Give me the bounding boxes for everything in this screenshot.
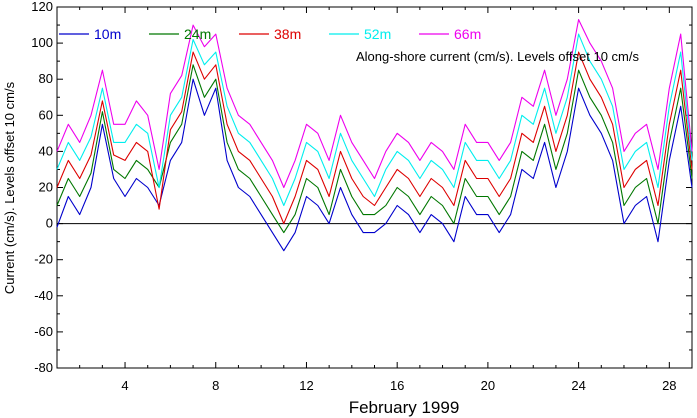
y-tick-label: 80: [39, 71, 53, 86]
legend: 10m 24m 38m 52m 66m: [59, 26, 481, 42]
x-tick-label: 28: [662, 378, 676, 393]
x-tick-label: 16: [390, 378, 404, 393]
legend-label-38m: 38m: [274, 26, 301, 42]
x-tick-label: 20: [481, 378, 495, 393]
legend-label-24m: 24m: [184, 26, 211, 42]
x-tick-label: 12: [299, 378, 313, 393]
x-tick-label: 8: [212, 378, 219, 393]
x-axis: 4 8 12 16 20 24 28: [56, 7, 693, 393]
y-tick-label: -80: [34, 360, 53, 375]
series-line-52m: [56, 33, 693, 207]
x-tick-label: 4: [121, 378, 128, 393]
series-lines: [56, 19, 693, 252]
series-line-10m: [56, 78, 693, 252]
y-axis: -80 -60 -40 -20 0 20 40 60 80 100 120: [31, 0, 692, 375]
x-tick-label: 24: [571, 378, 585, 393]
series-line-66m: [56, 19, 693, 189]
legend-label-10m: 10m: [94, 26, 121, 42]
y-tick-label: 100: [31, 35, 53, 50]
y-tick-label: 20: [39, 180, 53, 195]
y-axis-label: Current (cm/s). Levels offset 10 cm/s: [2, 81, 17, 294]
series-line-38m: [56, 51, 693, 225]
legend-label-52m: 52m: [364, 26, 391, 42]
series-line-24m: [56, 64, 693, 234]
y-tick-label: 60: [39, 107, 53, 122]
chart-annotation: Along-shore current (cm/s). Levels offse…: [356, 49, 639, 64]
y-tick-label: 0: [46, 216, 53, 231]
y-tick-label: 120: [31, 0, 53, 14]
legend-label-66m: 66m: [454, 26, 481, 42]
y-tick-label: 40: [39, 143, 53, 158]
y-tick-label: -20: [34, 252, 53, 267]
y-tick-label: -60: [34, 324, 53, 339]
y-tick-label: -40: [34, 288, 53, 303]
x-axis-label: February 1999: [349, 398, 460, 417]
